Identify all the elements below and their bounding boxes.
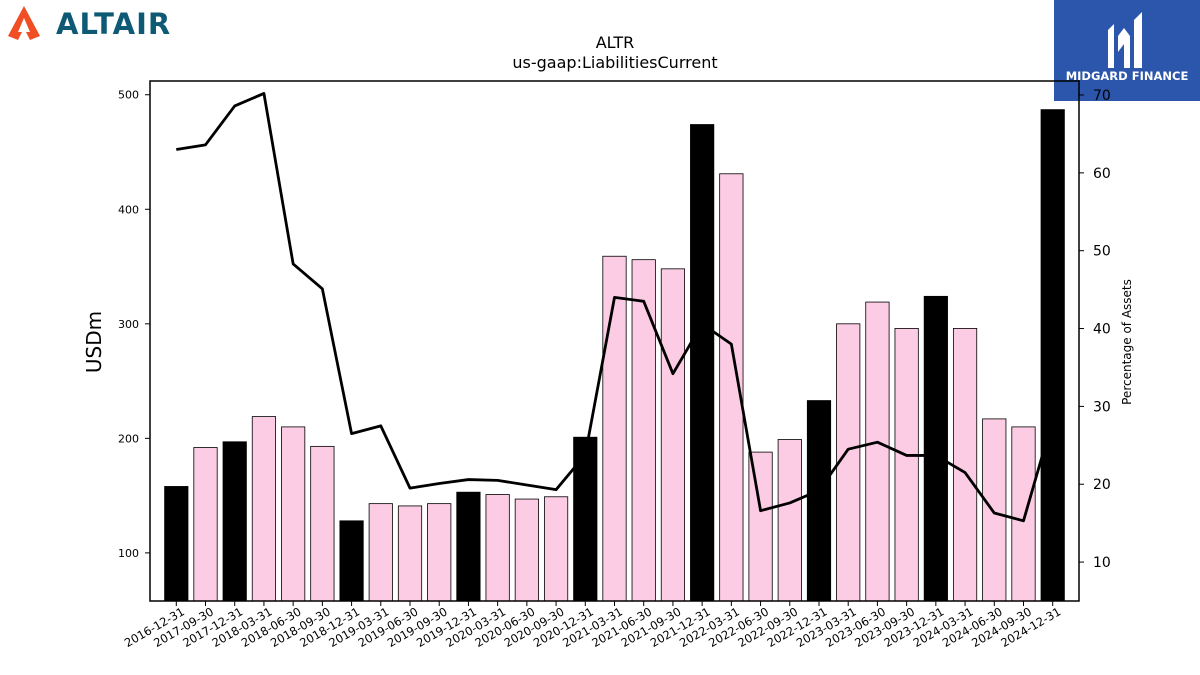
bar-2020-03-31 [485, 494, 510, 602]
y2-tick-label: 20 [1093, 477, 1111, 493]
y-axis: 100 200 300 400 500 [118, 89, 150, 560]
altair-logo: ALTAIR [8, 6, 171, 41]
chart-title: ALTR [596, 33, 635, 52]
bar-2023-12-31 [923, 295, 948, 602]
bars-group [164, 109, 1065, 602]
bar-2023-06-30 [865, 301, 890, 602]
bar-2021-12-31 [690, 124, 715, 602]
y-tick-label: 500 [118, 89, 139, 102]
y-tick-label: 200 [118, 432, 139, 445]
bar-2020-06-30 [514, 498, 539, 602]
midgard-logo-icon [1108, 12, 1142, 68]
y2-tick-label: 30 [1093, 399, 1111, 415]
bar-2022-06-30 [748, 451, 773, 602]
altair-logo-text: ALTAIR [56, 7, 171, 41]
y-axis-label: USDm [82, 311, 106, 373]
y2-axis-label: Percentage of Assets [1120, 279, 1134, 405]
percentage-of-assets-line [176, 92, 1055, 523]
bar-2024-06-30 [982, 418, 1007, 602]
y2-tick-label: 40 [1093, 322, 1111, 338]
y-tick-label: 300 [118, 318, 139, 331]
bar-2020-12-31 [573, 436, 598, 602]
y-tick-label: 400 [118, 203, 139, 216]
y-tick-label: 100 [118, 547, 139, 560]
bar-2020-09-30 [543, 496, 569, 602]
y2-tick-label: 50 [1093, 244, 1111, 260]
bar-2021-09-30 [660, 268, 686, 602]
bar-2024-03-31 [952, 327, 978, 602]
bar-2019-12-31 [456, 491, 481, 602]
midgard-logo-text: MIDGARD FINANCE [1066, 69, 1189, 83]
y2-axis: 10 20 30 40 50 60 70 [1079, 88, 1111, 571]
bar-2019-09-30 [427, 503, 452, 602]
plot-frame [149, 80, 1080, 602]
altair-logo-icon [8, 6, 40, 40]
bar-2019-06-30 [397, 505, 423, 602]
bar-2018-03-31 [251, 416, 277, 602]
bar-2018-09-30 [310, 445, 335, 602]
bar-2019-03-31 [368, 503, 393, 602]
bar-2018-06-30 [281, 426, 306, 602]
line-group [176, 92, 1055, 523]
bar-2021-03-31 [602, 255, 627, 602]
y2-tick-label: 60 [1093, 166, 1111, 182]
bar-2017-09-30 [193, 447, 218, 602]
chart-subtitle: us-gaap:LiabilitiesCurrent [512, 53, 717, 72]
midgard-finance-logo: MIDGARD FINANCE [1054, 0, 1200, 101]
bar-2021-06-30 [631, 259, 656, 602]
bar-2022-09-30 [777, 439, 802, 602]
bar-2024-12-31 [1040, 109, 1065, 602]
bar-2018-12-31 [339, 520, 364, 602]
bar-2016-12-31 [164, 486, 189, 602]
bar-2022-12-31 [806, 400, 832, 602]
bar-2023-09-30 [894, 327, 919, 602]
bar-2017-12-31 [222, 441, 247, 602]
bar-2024-09-30 [1011, 426, 1036, 602]
x-axis: 2016-12-312017-09-302017-12-312018-03-31… [122, 601, 1063, 650]
y2-tick-label: 10 [1093, 555, 1111, 571]
y2-tick-label: 70 [1093, 88, 1111, 104]
